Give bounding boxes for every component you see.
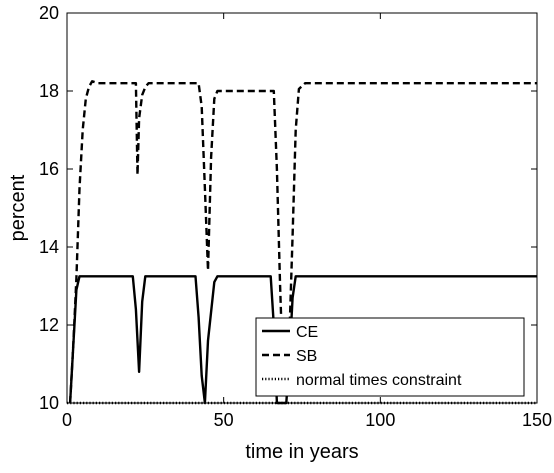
y-tick-label-1: 12	[39, 315, 59, 335]
x-axis-label: time in years	[245, 441, 358, 463]
legend: CE SB normal times constraint	[255, 317, 525, 397]
x-tick-label-2: 100	[365, 410, 395, 430]
plot-frame	[66, 12, 538, 404]
y-tick-label-0: 10	[39, 393, 59, 413]
legend-box	[255, 317, 525, 397]
y-tick-label-2: 14	[39, 237, 59, 257]
legend-label-constraint: normal times constraint	[296, 372, 462, 389]
legend-label-ce: CE	[296, 324, 318, 341]
y-tick-label-4: 18	[39, 81, 59, 101]
y-tick-label-5: 20	[39, 3, 59, 23]
legend-label-sb: SB	[296, 348, 317, 365]
x-tick-label-0: 0	[62, 410, 72, 430]
axes-layer: 0 50 100 150 10 12 14 16 18 20	[39, 3, 552, 430]
y-axis-label: percent	[7, 174, 29, 241]
x-tick-label-1: 50	[214, 410, 234, 430]
y-tick-label-3: 16	[39, 159, 59, 179]
x-tick-label-3: 150	[522, 410, 552, 430]
